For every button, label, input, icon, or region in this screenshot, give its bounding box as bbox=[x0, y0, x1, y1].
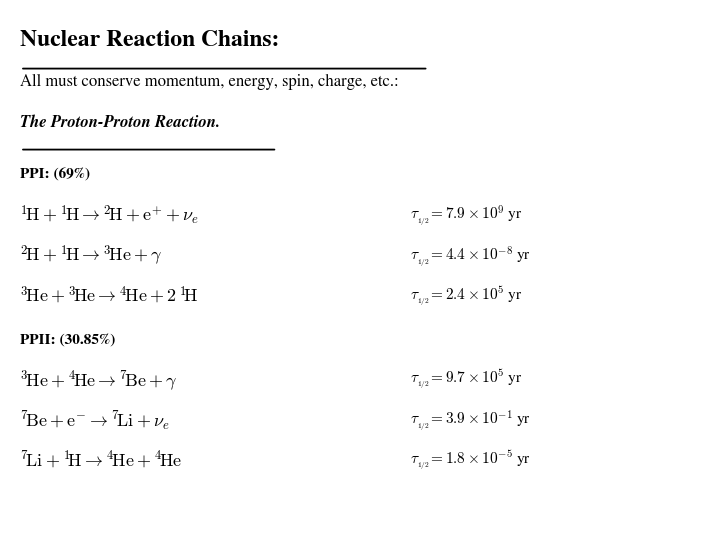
Text: $\tau_{_{1/2}}\!=3.9 \times 10^{-1}$ yr: $\tau_{_{1/2}}\!=3.9 \times 10^{-1}$ yr bbox=[410, 409, 531, 434]
Text: $^{7}\!\mathrm{Be} + \mathrm{e}^{-} \rightarrow {}^{7}\!\mathrm{Li} + \nu_{e}$: $^{7}\!\mathrm{Be} + \mathrm{e}^{-} \rig… bbox=[20, 409, 170, 432]
Text: $^{7}\!\mathrm{Li} + {}^{1}\!\mathrm{H} \rightarrow {}^{4}\!\mathrm{He} + {}^{4}: $^{7}\!\mathrm{Li} + {}^{1}\!\mathrm{H} … bbox=[20, 449, 182, 470]
Text: $\tau_{_{1/2}}\!=4.4 \times 10^{-8}$ yr: $\tau_{_{1/2}}\!=4.4 \times 10^{-8}$ yr bbox=[410, 244, 531, 269]
Text: $\tau_{_{1/2}}\!=1.8 \times 10^{-5}$ yr: $\tau_{_{1/2}}\!=1.8 \times 10^{-5}$ yr bbox=[410, 449, 531, 473]
Text: $^{1}\!\mathrm{H} + {}^{1}\!\mathrm{H} \rightarrow {}^{2}\!\mathrm{H} + \mathrm{: $^{1}\!\mathrm{H} + {}^{1}\!\mathrm{H} \… bbox=[20, 204, 199, 227]
Text: $\tau_{_{1/2}}\!=7.9 \times 10^{9}$ yr: $\tau_{_{1/2}}\!=7.9 \times 10^{9}$ yr bbox=[410, 204, 523, 228]
Text: $^{3}\!\mathrm{He} + {}^{3}\!\mathrm{He} \rightarrow {}^{4}\!\mathrm{He} + 2\,{}: $^{3}\!\mathrm{He} + {}^{3}\!\mathrm{He}… bbox=[20, 285, 199, 306]
Text: $\tau_{_{1/2}}\!=2.4 \times 10^{5}$ yr: $\tau_{_{1/2}}\!=2.4 \times 10^{5}$ yr bbox=[410, 285, 523, 308]
Text: $^{3}\!\mathrm{He} + {}^{4}\!\mathrm{He} \rightarrow {}^{7}\!\mathrm{Be} + \gamm: $^{3}\!\mathrm{He} + {}^{4}\!\mathrm{He}… bbox=[20, 368, 178, 392]
Text: Nuclear Reaction Chains:: Nuclear Reaction Chains: bbox=[20, 30, 279, 51]
Text: PPI: (69%): PPI: (69%) bbox=[20, 168, 90, 182]
Text: The Proton-Proton Reaction.: The Proton-Proton Reaction. bbox=[20, 114, 220, 131]
Text: $^{2}\!\mathrm{H} + {}^{1}\!\mathrm{H} \rightarrow {}^{3}\!\mathrm{He} + \gamma$: $^{2}\!\mathrm{H} + {}^{1}\!\mathrm{H} \… bbox=[20, 244, 163, 268]
Text: $\tau_{_{1/2}}\!=9.7 \times 10^{5}$ yr: $\tau_{_{1/2}}\!=9.7 \times 10^{5}$ yr bbox=[410, 368, 523, 392]
Text: All must conserve momentum, energy, spin, charge, etc.:: All must conserve momentum, energy, spin… bbox=[20, 74, 399, 90]
Text: PPII: (30.85%): PPII: (30.85%) bbox=[20, 333, 115, 346]
